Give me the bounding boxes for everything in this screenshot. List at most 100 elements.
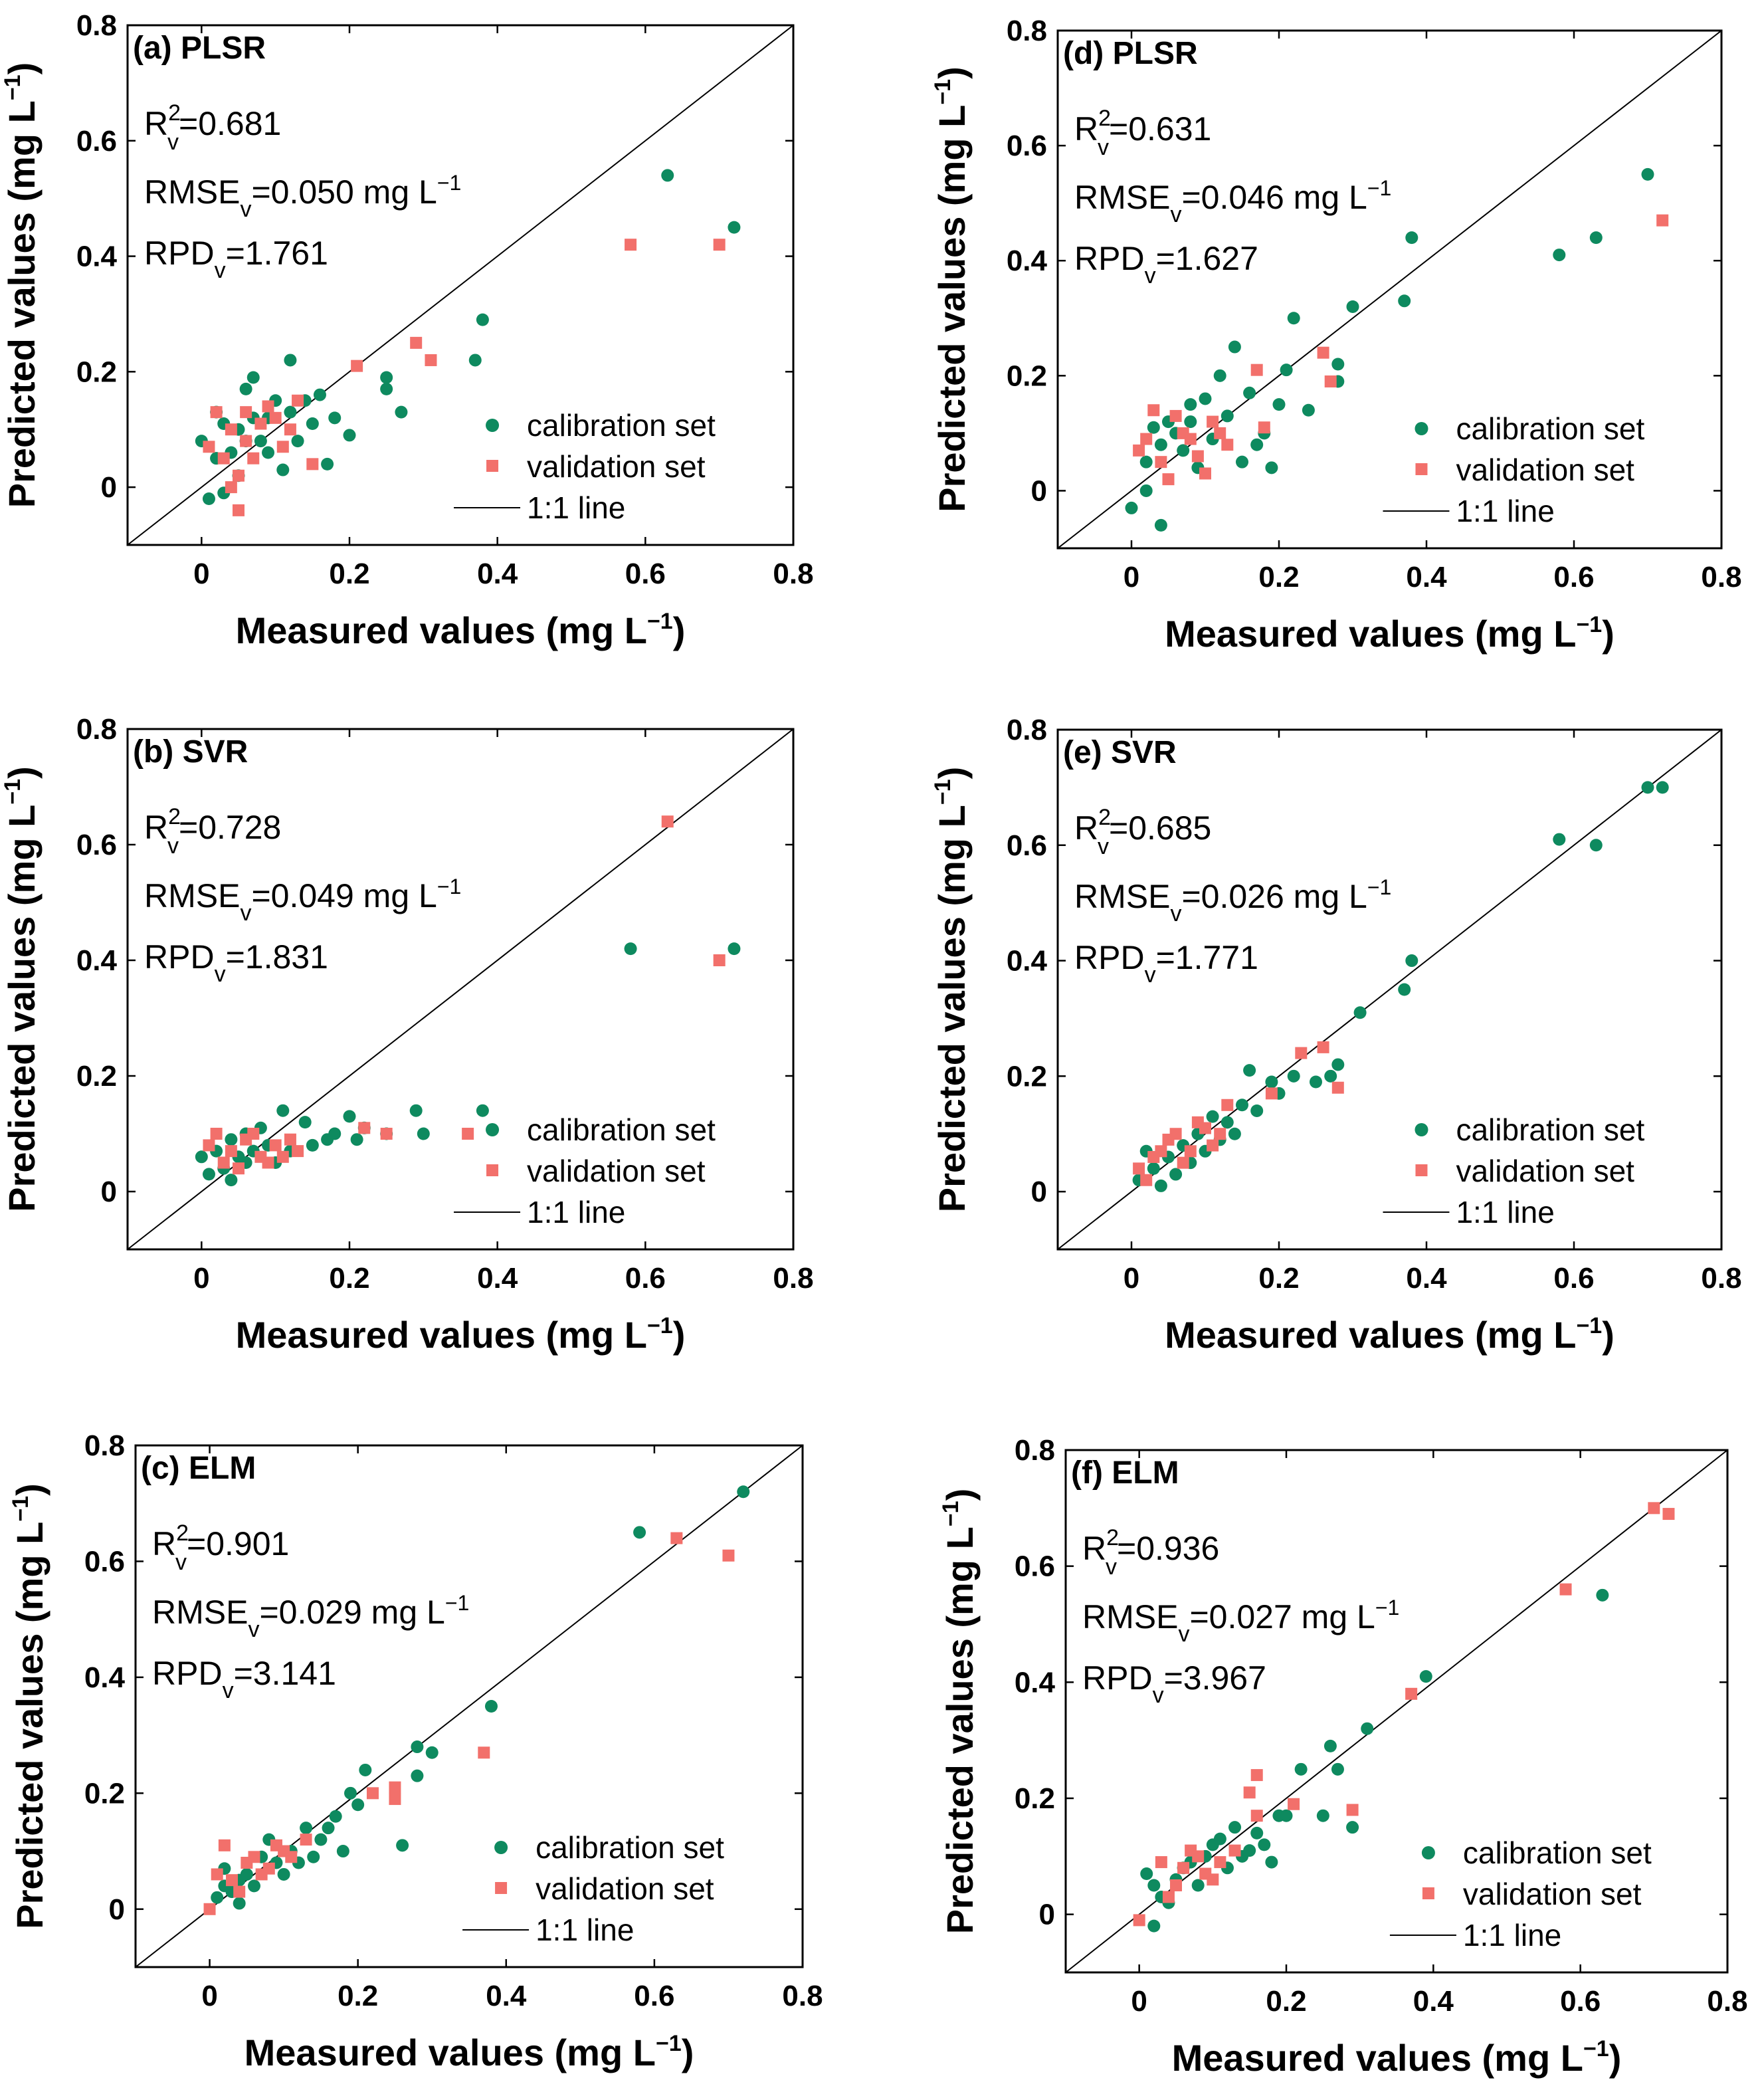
validation-point xyxy=(661,815,674,828)
plot-frame xyxy=(126,24,795,546)
validation-point xyxy=(306,458,319,471)
validation-point xyxy=(410,336,423,349)
validation-point xyxy=(1133,444,1145,457)
calibration-point xyxy=(254,435,267,448)
y-tick-label: 0.4 xyxy=(1007,245,1048,277)
x-tick-label: 0.4 xyxy=(1413,1985,1454,2018)
y-tick-label: 0.2 xyxy=(1007,360,1047,392)
calibration-point xyxy=(359,1763,372,1776)
y-tick-label: 0.6 xyxy=(76,125,117,158)
scatter-panel-6: 0 0 0.2 0.2 0.4 0.4 0.6 0.6 0.8 0.8 Measured value… xyxy=(938,1434,1748,2079)
validation-point xyxy=(278,1845,290,1857)
x-axis-title: Measured values (mg L−1) xyxy=(236,1313,686,1356)
calibration-point xyxy=(343,429,356,442)
x-tick-label: 0 xyxy=(193,558,209,590)
calibration-point xyxy=(1405,231,1418,245)
x-tick-label: 0.2 xyxy=(338,1980,378,2012)
calibration-point xyxy=(277,1867,290,1881)
x-tick-label: 0.4 xyxy=(1406,1262,1447,1295)
calibration-point xyxy=(291,435,304,448)
validation-point xyxy=(269,411,282,424)
data-points xyxy=(1125,167,1669,532)
calibration-point xyxy=(1206,1110,1219,1123)
calibration-point xyxy=(1589,839,1603,852)
calibration-point xyxy=(307,1850,320,1863)
y-tick-label: 0.6 xyxy=(76,829,117,861)
calibration-point xyxy=(1206,1838,1219,1851)
x-tick-label: 0.6 xyxy=(625,558,666,590)
calibration-point xyxy=(1656,781,1669,794)
validation-point xyxy=(713,954,726,966)
validation-point xyxy=(1170,1879,1182,1891)
calibration-point xyxy=(1243,1064,1256,1077)
rpd-annotation: RPDv=1.627 xyxy=(1074,240,1258,288)
validation-point xyxy=(254,417,267,430)
plot-frame xyxy=(1056,29,1723,550)
x-axis-title: Measured values (mg L−1) xyxy=(1172,2036,1622,2079)
validation-point xyxy=(218,1839,231,1851)
validation-point xyxy=(1147,404,1160,417)
validation-point xyxy=(225,423,237,436)
calibration-point xyxy=(1250,438,1264,451)
scatter-panel-3: 0 0 0.2 0.2 0.4 0.4 0.6 0.6 0.8 0.8 Measured value… xyxy=(8,1429,823,2073)
validation-point xyxy=(203,1903,216,1915)
calibration-point xyxy=(1147,1879,1161,1892)
panel-title: (a) PLSR xyxy=(133,31,266,66)
calibration-point xyxy=(262,446,275,459)
legend-validation-marker xyxy=(495,1882,508,1894)
calibration-point xyxy=(328,1127,342,1140)
rpd-annotation: RPDv=3.967 xyxy=(1082,1659,1266,1708)
legend-line-label: 1:1 line xyxy=(1456,494,1554,528)
x-axis-title: Measured values (mg L−1) xyxy=(1165,612,1614,655)
calibration-point xyxy=(661,169,674,182)
x-tick-label: 0 xyxy=(201,1980,217,2012)
y-tick-label: 0.4 xyxy=(76,944,118,977)
x-axis-title: Measured values (mg L−1) xyxy=(236,609,686,651)
calibration-point xyxy=(1228,340,1241,354)
calibration-point xyxy=(350,1133,363,1146)
x-tick-label: 0.4 xyxy=(477,1262,518,1295)
x-tick-label: 0.6 xyxy=(1553,1262,1594,1295)
plot-frame xyxy=(1064,1449,1729,1974)
validation-point xyxy=(233,1162,244,1175)
rpd-annotation: RPDv=1.831 xyxy=(144,938,328,987)
x-tick-label: 0 xyxy=(1124,561,1139,593)
calibration-point xyxy=(225,1174,238,1187)
validation-point xyxy=(262,1862,275,1875)
calibration-point xyxy=(336,1845,349,1858)
calibration-point xyxy=(344,1786,357,1800)
calibration-point xyxy=(202,1168,215,1181)
calibration-point xyxy=(225,1133,238,1146)
calibration-point xyxy=(1184,415,1197,429)
calibration-point xyxy=(321,457,334,471)
validation-point xyxy=(1184,1145,1197,1158)
calibration-point xyxy=(284,354,297,367)
calibration-point xyxy=(276,1104,290,1117)
r2-annotation: R2 v=0.631 xyxy=(1074,106,1211,160)
y-tick-label: 0 xyxy=(1039,1899,1055,1931)
legend-calibration-marker xyxy=(486,1123,500,1136)
calibration-point xyxy=(1147,1162,1160,1175)
x-tick-label: 0.6 xyxy=(625,1262,666,1295)
validation-point xyxy=(1250,1769,1263,1782)
validation-point xyxy=(292,394,304,407)
calibration-point xyxy=(1228,1127,1241,1140)
validation-point xyxy=(1250,1810,1263,1822)
validation-point xyxy=(1192,1850,1205,1863)
calibration-point xyxy=(1553,833,1566,846)
y-tick-label: 0.2 xyxy=(1007,1060,1047,1093)
calibration-point xyxy=(1139,455,1153,469)
validation-point xyxy=(1133,1162,1145,1175)
y-tick-label: 0.2 xyxy=(76,356,117,388)
r2-annotation: R2 v=0.681 xyxy=(144,100,281,155)
validation-point xyxy=(1162,1891,1175,1903)
validation-point xyxy=(1155,456,1167,469)
validation-point xyxy=(284,423,296,436)
validation-point xyxy=(1155,1856,1167,1869)
validation-point xyxy=(1559,1583,1572,1596)
rpd-annotation: RPDv=1.761 xyxy=(144,235,328,283)
validation-point xyxy=(1295,1047,1308,1059)
calibration-point xyxy=(313,388,326,401)
y-tick-label: 0 xyxy=(101,471,117,504)
calibration-point xyxy=(1243,386,1256,399)
